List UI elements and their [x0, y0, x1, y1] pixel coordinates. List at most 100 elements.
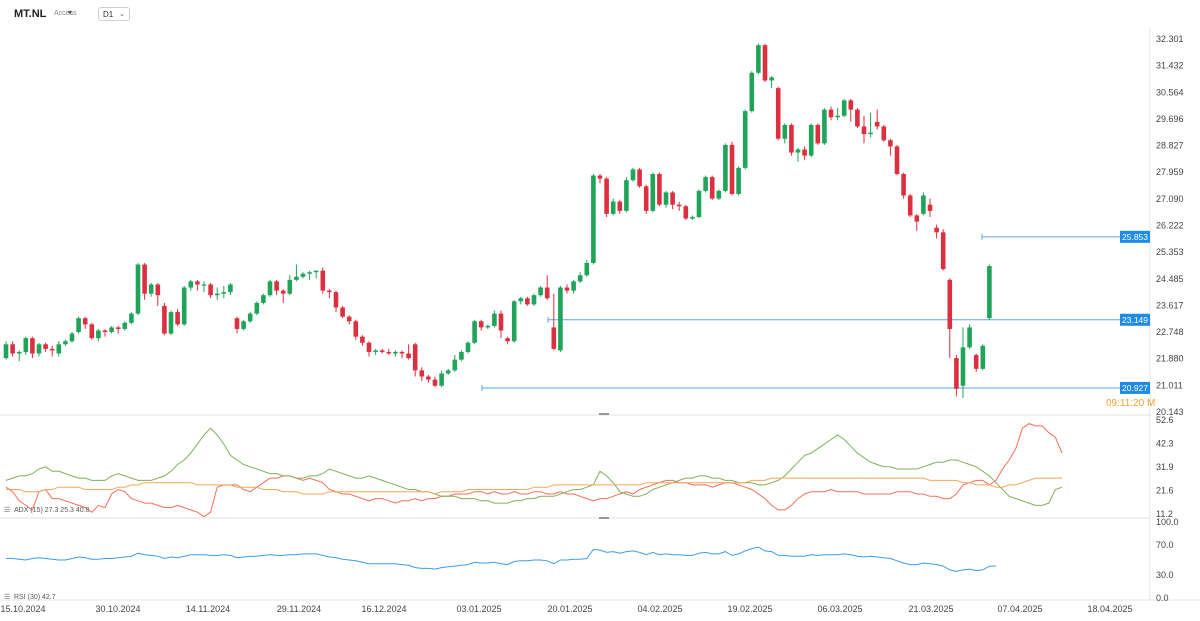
rsi-line [6, 546, 996, 572]
indicator-settings-icon: ☰ [4, 507, 10, 514]
candle-up [148, 284, 154, 294]
candle-down [102, 330, 108, 333]
indicator-settings-icon: ☰ [4, 594, 10, 601]
candle-down [89, 324, 95, 339]
candle-down [604, 178, 609, 214]
symbol-name[interactable]: MT.NL [14, 8, 47, 20]
candle-down [762, 45, 768, 81]
candle-up [723, 144, 728, 191]
candle-up [135, 264, 141, 314]
candle-up [511, 301, 517, 342]
candle-down [346, 316, 352, 322]
candle-up [756, 45, 761, 73]
candle-down [333, 292, 339, 308]
candle-down [43, 344, 48, 349]
candle-up [307, 272, 312, 274]
candle-up [267, 281, 273, 296]
candle-down [617, 201, 623, 211]
candle-up [485, 325, 491, 328]
candle-down [914, 215, 920, 222]
candle-down [360, 336, 365, 343]
candle-down [274, 281, 279, 291]
date-tick-label: 19.02.2025 [727, 604, 772, 614]
date-tick-label: 18.04.2025 [1087, 604, 1132, 614]
candle-up [181, 287, 187, 325]
candle-up [373, 350, 378, 352]
candle-up [294, 276, 299, 280]
candle-down [888, 140, 893, 147]
price-tick-label: 27.090 [1156, 194, 1184, 204]
candle-down [162, 305, 167, 334]
candle-up [76, 318, 81, 333]
candle-down [406, 353, 411, 359]
candle-down [973, 355, 979, 369]
candle-down [366, 342, 372, 352]
candle-up [228, 284, 233, 293]
date-tick-label: 21.03.2025 [908, 604, 953, 614]
candle-up [822, 109, 827, 144]
candle-down [419, 370, 425, 377]
candle-up [577, 275, 583, 282]
candle-down [940, 232, 946, 270]
timeframe-select[interactable]: D1 ⌄ [98, 7, 130, 21]
candle-down [208, 284, 213, 296]
candle-up [538, 287, 543, 296]
candle-up [287, 279, 293, 294]
candle-up [459, 351, 464, 360]
candle-up [168, 312, 174, 334]
candle-up [703, 177, 708, 191]
candle-up [967, 327, 972, 348]
candle-up [980, 345, 986, 369]
candle-down [676, 204, 682, 207]
candle-up [313, 270, 319, 273]
level-label: 25.853 [1122, 232, 1148, 242]
candle-up [584, 262, 590, 276]
date-tick-label: 30.10.2024 [95, 604, 140, 614]
candle-down [175, 312, 180, 325]
exchange-label: Access [54, 10, 77, 17]
rsi-tick-label: 0.0 [1156, 593, 1169, 603]
candle-up [531, 295, 537, 305]
candle-down [478, 321, 484, 328]
candle-down [657, 174, 662, 205]
candle-up [868, 132, 873, 135]
candle-down [115, 327, 121, 329]
candle-down [815, 124, 821, 144]
date-tick-label: 20.01.2025 [547, 604, 592, 614]
adx-tick-label: 21.6 [1156, 485, 1174, 495]
date-tick-label: 16.12.2024 [361, 604, 406, 614]
candle-down [551, 327, 557, 349]
candle-up [188, 281, 194, 288]
candle-down [234, 318, 240, 329]
date-tick-label: 14.11.2024 [186, 604, 230, 614]
candle-up [300, 273, 306, 277]
candle-down [927, 204, 933, 211]
candle-down [432, 379, 438, 386]
candle-up [23, 338, 29, 352]
symbol-dropdown-icon[interactable]: ▾ [68, 8, 73, 17]
candle-down [353, 321, 359, 337]
candle-up [808, 124, 814, 156]
candle-down [901, 174, 906, 196]
candle-up [96, 330, 101, 339]
candle-down [597, 175, 603, 179]
candle-up [663, 192, 669, 205]
adx-legend: ADX (15) 27.3 25.3 40.8 [14, 507, 90, 514]
candle-up [69, 333, 75, 342]
candle-up [247, 313, 253, 322]
candle-up [736, 167, 741, 194]
chart-toolbar: MT.NL Access ▾ D1 ⌄ [0, 0, 1200, 26]
candle-down [855, 109, 860, 127]
candle-down [280, 290, 286, 294]
candle-up [214, 293, 220, 296]
candle-up [109, 327, 114, 333]
price-tick-label: 26.222 [1156, 221, 1184, 231]
candle-down [670, 192, 675, 205]
candle-up [696, 190, 702, 217]
candle-down [426, 376, 431, 380]
candle-down [399, 351, 405, 354]
price-tick-label: 21.880 [1156, 354, 1184, 364]
candle-down [861, 126, 867, 135]
plus-di-line [5, 423, 1063, 518]
